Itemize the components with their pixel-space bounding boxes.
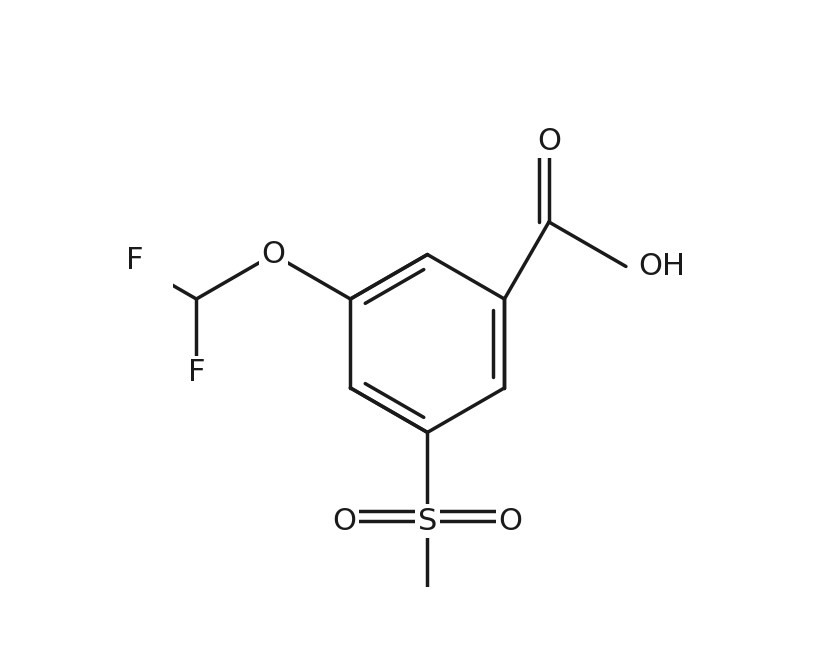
Text: O: O xyxy=(261,240,285,269)
Text: F: F xyxy=(188,358,205,387)
Text: O: O xyxy=(537,127,561,156)
Text: OH: OH xyxy=(639,252,686,281)
Text: S: S xyxy=(418,507,437,536)
Text: O: O xyxy=(499,507,523,536)
Text: O: O xyxy=(332,507,356,536)
Text: F: F xyxy=(126,246,143,275)
